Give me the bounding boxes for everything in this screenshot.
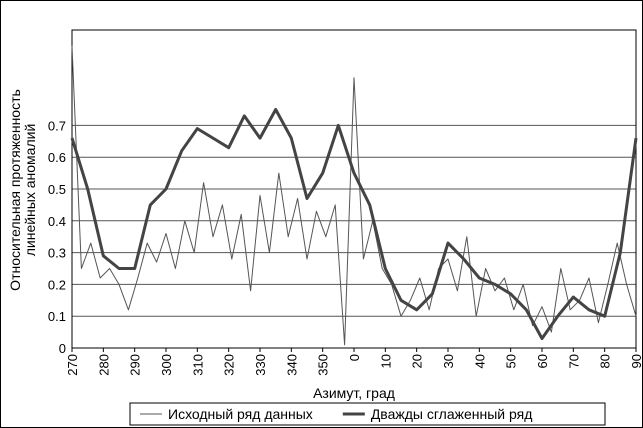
y-tick-label: 0.4 xyxy=(48,214,66,229)
x-tick-label: 330 xyxy=(253,354,268,376)
x-tick-label: 280 xyxy=(96,354,111,376)
y-tick-label: 0.7 xyxy=(48,118,66,133)
x-tick-label: 0 xyxy=(347,354,362,361)
y-tick-label: 0.2 xyxy=(48,277,66,292)
x-tick-label: 350 xyxy=(316,354,331,376)
legend-box xyxy=(129,402,606,426)
y-tick-label: 0.6 xyxy=(48,150,66,165)
x-tick-label: 80 xyxy=(598,354,613,368)
x-tick-label: 60 xyxy=(535,354,550,368)
y-tick-label: 0.3 xyxy=(48,246,66,261)
y-tick-label: 0.5 xyxy=(48,182,66,197)
x-axis-label: Азимут, град xyxy=(313,385,395,401)
x-tick-label: 320 xyxy=(222,354,237,376)
y-axis-label: линейных аномалий xyxy=(22,124,38,257)
legend-label: Исходный ряд данных xyxy=(168,406,313,422)
x-tick-label: 10 xyxy=(378,354,393,368)
x-tick-label: 30 xyxy=(441,354,456,368)
y-axis-label: Относительная протяженность xyxy=(7,89,23,291)
legend-label: Дважды сглаженный ряд xyxy=(371,406,533,422)
x-tick-label: 310 xyxy=(190,354,205,376)
x-tick-label: 20 xyxy=(410,354,425,368)
x-tick-label: 290 xyxy=(128,354,143,376)
x-tick-label: 340 xyxy=(284,354,299,376)
x-tick-label: 50 xyxy=(504,354,519,368)
plot-area xyxy=(71,29,637,349)
x-tick-label: 300 xyxy=(159,354,174,376)
x-tick-label: 270 xyxy=(65,354,80,376)
series-line xyxy=(70,108,638,340)
x-tick-label: 90 xyxy=(629,354,643,368)
y-tick-label: 0 xyxy=(59,341,66,356)
x-tick-label: 70 xyxy=(566,354,581,368)
series-line xyxy=(71,45,637,346)
y-tick-label: 0.1 xyxy=(48,309,66,324)
x-tick-label: 40 xyxy=(472,354,487,368)
